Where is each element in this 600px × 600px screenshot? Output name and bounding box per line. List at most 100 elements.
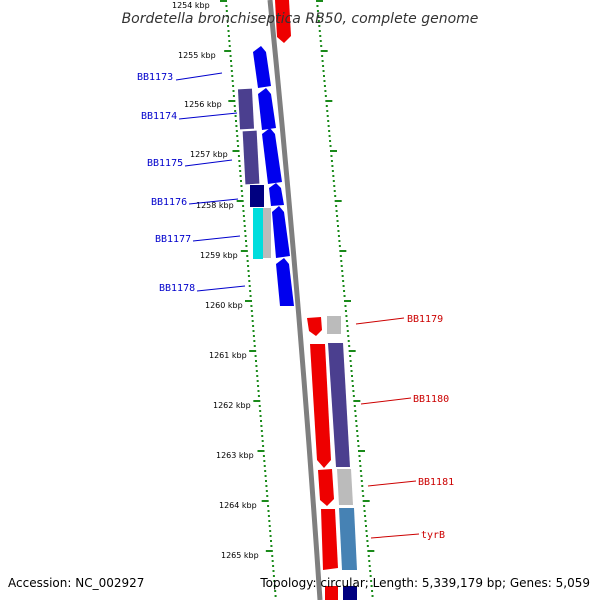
ruler-minor-tick [355, 425, 358, 427]
gene-label-bb1173[interactable]: BB1173 [137, 72, 173, 83]
ruler-major-tick [232, 150, 240, 152]
gene-label-bb1177[interactable]: BB1177 [155, 234, 191, 245]
ruler-minor-tick [334, 195, 337, 197]
gene-arrow-bb1176[interactable] [269, 183, 284, 206]
kbp-label-1256: 1256 kbp [184, 100, 222, 109]
ruler-minor-tick [249, 290, 252, 292]
ruler-minor-tick [352, 390, 355, 392]
ruler-minor-tick [366, 545, 369, 547]
ruler-minor-tick [262, 455, 265, 457]
ruler-minor-tick [239, 170, 242, 172]
ruler-major-tick [348, 350, 356, 352]
gene-label-bb1179[interactable]: BB1179 [407, 314, 443, 325]
ruler-minor-tick [251, 315, 254, 317]
left-ruler [220, 0, 277, 597]
ruler-minor-tick [260, 420, 262, 422]
ruler-minor-tick [338, 240, 341, 242]
ruler-minor-tick [227, 35, 230, 37]
kbp-label-1257: 1257 kbp [190, 150, 228, 159]
ruler-minor-tick [231, 80, 234, 82]
ruler-minor-tick [363, 505, 366, 507]
ruler-minor-tick [364, 520, 367, 522]
ruler-minor-tick [322, 70, 325, 72]
gene-label-bb1174[interactable]: BB1174 [141, 111, 177, 122]
cog-box-bb1177 [253, 208, 263, 259]
gene-arrow-bb1180[interactable] [310, 344, 331, 468]
ruler-minor-tick [247, 265, 250, 267]
gene-arrow-bb1174[interactable] [258, 88, 276, 130]
ruler-minor-tick [367, 555, 370, 557]
ruler-minor-tick [331, 165, 334, 167]
ruler-minor-tick [261, 435, 264, 437]
ruler-minor-tick [328, 130, 331, 132]
leader-line-bb1178 [196, 285, 246, 292]
ruler-minor-tick [335, 210, 338, 212]
ruler-minor-tick [332, 180, 335, 182]
gene-arrow-bb1175[interactable] [262, 128, 282, 184]
ruler-minor-tick [356, 430, 359, 432]
ruler-major-tick [353, 400, 361, 402]
kbp-label-1262: 1262 kbp [213, 401, 251, 410]
ruler-minor-tick [273, 585, 276, 587]
ruler-minor-tick [236, 135, 239, 137]
ruler-minor-tick [274, 595, 277, 597]
kbp-label-1264: 1264 kbp [219, 501, 257, 510]
gene-label-bb1178[interactable]: BB1178 [159, 283, 195, 294]
ruler-minor-tick [227, 30, 230, 32]
ruler-minor-tick [225, 10, 228, 12]
gene-arrow-bb1173[interactable] [253, 46, 271, 88]
ruler-minor-tick [272, 575, 275, 577]
ruler-minor-tick [263, 460, 266, 462]
ruler-minor-tick [329, 145, 332, 147]
ruler-minor-tick [369, 570, 372, 572]
ruler-minor-tick [344, 305, 347, 307]
gene-label-bb1181[interactable]: BB1181 [418, 477, 454, 488]
ruler-minor-tick [252, 330, 255, 332]
cog-box-bb1175 [242, 130, 260, 185]
ruler-minor-tick [351, 375, 353, 377]
ruler-minor-tick [361, 490, 364, 492]
ruler-minor-tick [265, 490, 268, 492]
ruler-major-tick [224, 50, 232, 52]
gene-arrow-tyrb[interactable] [321, 509, 338, 570]
ruler-minor-tick [354, 410, 357, 412]
ruler-minor-tick [256, 375, 259, 377]
cog-box-bb1181 [337, 469, 353, 505]
ruler-minor-tick [336, 215, 339, 217]
ruler-minor-tick [350, 365, 353, 367]
ruler-minor-tick [231, 75, 234, 77]
gene-arrow-top[interactable] [275, 0, 291, 43]
ruler-minor-tick [242, 215, 245, 217]
ruler-minor-tick [253, 345, 256, 347]
cog-box-bb1179 [327, 316, 341, 334]
ruler-major-tick [257, 450, 265, 452]
gene-arrow-bb1177[interactable] [272, 206, 290, 258]
ruler-minor-tick [230, 65, 233, 67]
ruler-minor-tick [362, 495, 365, 497]
gene-arrow-bb1179[interactable] [307, 317, 322, 336]
ruler-minor-tick [244, 235, 247, 237]
gene-arrow-bb1181[interactable] [318, 469, 334, 506]
ruler-minor-tick [248, 280, 251, 282]
ruler-minor-tick [328, 135, 331, 137]
leader-line-bb1175 [184, 159, 233, 167]
gene-label-tyrb[interactable]: tyrB [421, 530, 445, 541]
ruler-minor-tick [335, 205, 338, 207]
ruler-minor-tick [234, 115, 237, 117]
gene-label-bb1180[interactable]: BB1180 [413, 394, 449, 405]
ruler-minor-tick [252, 335, 255, 337]
gene-arrow-bottom[interactable] [325, 586, 338, 600]
gene-arrow-bb1178[interactable] [276, 258, 294, 306]
ruler-minor-tick [341, 270, 344, 272]
ruler-minor-tick [260, 425, 263, 427]
gene-label-bb1175[interactable]: BB1175 [147, 158, 183, 169]
ruler-minor-tick [238, 165, 241, 167]
ruler-major-tick [367, 550, 375, 552]
genome-backbone [267, 0, 323, 600]
gene-label-bb1176[interactable]: BB1176 [151, 197, 187, 208]
ruler-minor-tick [226, 20, 229, 22]
page-title: Bordetella bronchiseptica RB50, complete… [122, 11, 479, 27]
ruler-minor-tick [345, 320, 348, 322]
ruler-minor-tick [260, 430, 263, 432]
cog-box-bottom [343, 586, 357, 600]
